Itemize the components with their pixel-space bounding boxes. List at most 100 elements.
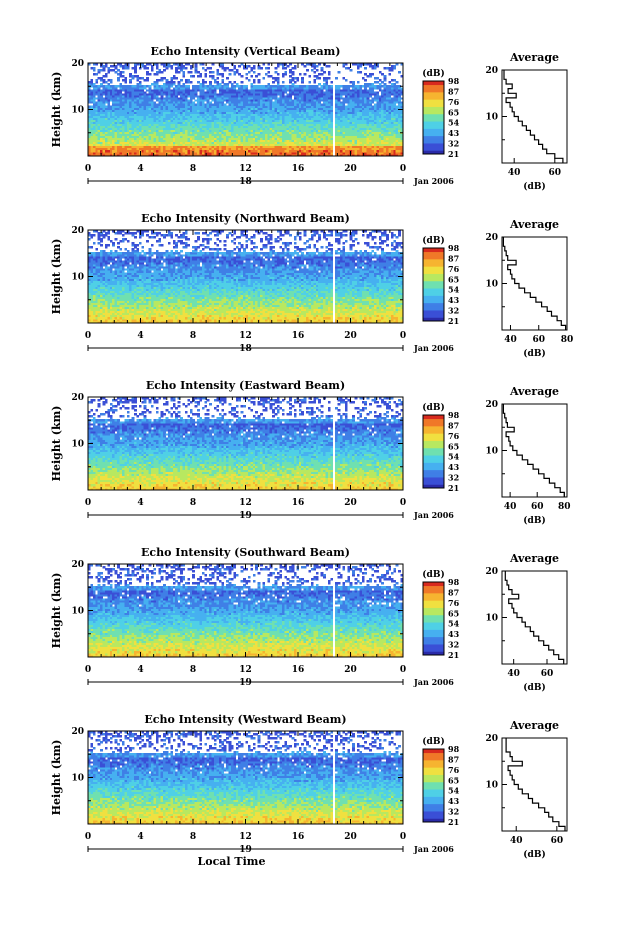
heatmap-cell [158,112,161,114]
heatmap-cell [209,136,212,138]
heatmap-cell [110,118,113,120]
heatmap-cell [272,142,275,144]
heatmap-cell [369,134,372,136]
heatmap-cell [338,95,341,97]
heatmap-cell [345,122,348,124]
heatmap-cell [163,116,166,118]
heatmap-cell [233,99,236,101]
heatmap-cell [107,89,110,91]
heatmap-cell [272,116,275,118]
heatmap-cell [214,140,217,142]
heatmap-cell [355,107,358,109]
heatmap-cell [183,105,186,107]
heatmap-cell [287,136,290,138]
heatmap-cell [202,142,205,144]
heatmap-cell [144,107,147,109]
heatmap-cell [117,132,120,134]
heatmap-cell [267,120,270,122]
heatmap-cell [393,138,396,140]
heatmap-cell [117,95,120,97]
heatmap-cell [166,138,169,140]
heatmap-cell [338,140,341,142]
heatmap-cell [325,146,328,148]
heatmap-cell [325,150,328,152]
heatmap-cell [170,138,173,140]
heatmap-cell [166,146,169,148]
heatmap-cell [265,112,268,114]
heatmap-cell [204,120,207,122]
heatmap-cell [103,79,106,81]
heatmap-cell [294,134,297,136]
heatmap-cell [277,128,280,130]
heatmap-cell [185,89,188,91]
heatmap-cell [187,144,190,146]
heatmap-cell [180,144,183,146]
heatmap-cell [207,150,210,152]
heatmap-cell [265,132,268,134]
heatmap-cell [185,67,188,69]
heatmap-cell [144,97,147,99]
heatmap-cell [178,89,181,91]
heatmap-cell [379,146,382,148]
heatmap-cell [132,140,135,142]
heatmap-cell [258,142,261,144]
heatmap-cell [277,150,280,152]
heatmap-cell [313,81,316,83]
heatmap-cell [95,132,98,134]
heatmap-cell [313,132,316,134]
heatmap-cell [260,95,263,97]
heatmap-cell [275,132,278,134]
heatmap-cell [190,107,193,109]
heatmap-cell [270,150,273,152]
heatmap-cell [299,116,302,118]
heatmap-cell [178,116,181,118]
heatmap-cell [178,112,181,114]
heatmap-cell [287,89,290,91]
heatmap-cell [250,69,253,71]
heatmap-cell [233,71,236,73]
heatmap-cell [294,124,297,126]
heatmap-cell [233,142,236,144]
heatmap-cell [335,114,338,116]
heatmap-cell [393,110,396,112]
heatmap-cell [170,146,173,148]
heatmap-cell [107,134,110,136]
heatmap-cell [335,101,338,103]
heatmap-cell [272,126,275,128]
heatmap-cell [219,73,222,75]
heatmap-cell [163,97,166,99]
heatmap-cell [156,128,159,130]
heatmap-cell [381,144,384,146]
heatmap-cell [246,116,249,118]
heatmap-cell [190,105,193,107]
heatmap-cell [219,105,222,107]
heatmap-cell [362,105,365,107]
heatmap-cell [255,101,258,103]
heatmap-cell [120,142,123,144]
heatmap-cell [166,150,169,152]
heatmap-cell [250,75,253,77]
heatmap-cell [214,138,217,140]
heatmap-cell [277,146,280,148]
heatmap-cell [180,89,183,91]
heatmap-cell [386,142,389,144]
heatmap-cell [115,124,118,126]
heatmap-cell [153,146,156,148]
heatmap-cell [275,89,278,91]
heatmap-cell [255,144,258,146]
heatmap-cell [124,140,127,142]
heatmap-cell [248,95,251,97]
heatmap-cell [221,79,224,81]
heatmap-cell [388,73,391,75]
heatmap-cell [296,91,299,93]
heatmap-cell [178,107,181,109]
heatmap-cell [345,120,348,122]
heatmap-cell [289,122,292,124]
heatmap-cell [236,120,239,122]
heatmap-cell [304,140,307,142]
heatmap-cell [98,142,101,144]
heatmap-cell [330,95,333,97]
heatmap-cell [282,140,285,142]
heatmap-cell [267,95,270,97]
heatmap-cell [250,132,253,134]
